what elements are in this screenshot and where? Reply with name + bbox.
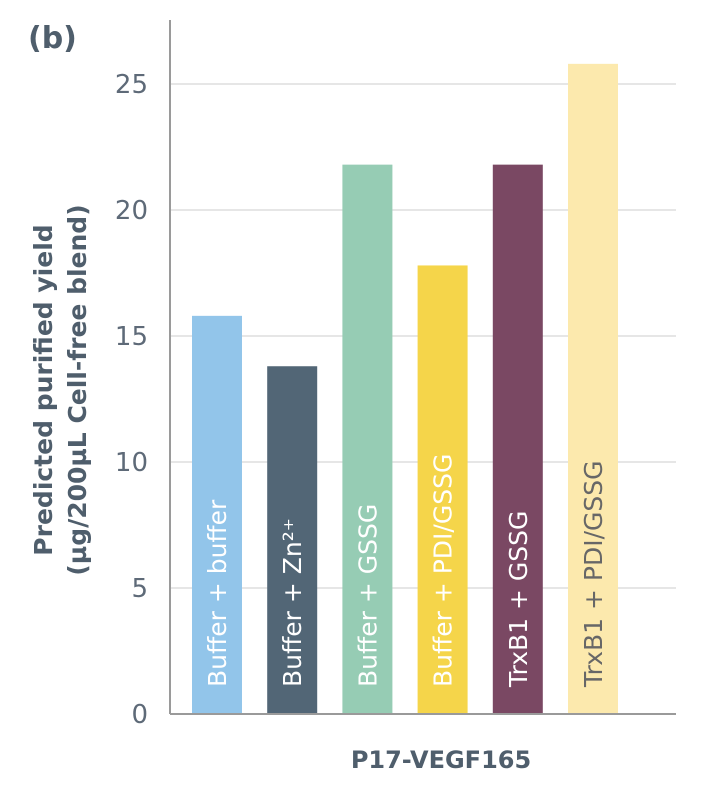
y-axis-label-line1: Predicted purified yield: [29, 224, 58, 555]
bar-6: [568, 63, 618, 714]
y-tick-label-0: 0: [131, 700, 148, 730]
y-tick-label-5: 5: [131, 574, 148, 604]
y-tick-label-20: 20: [115, 196, 148, 226]
bar-4: [417, 265, 468, 714]
bar-2: [267, 366, 318, 714]
panel-label: (b): [28, 21, 77, 56]
x-axis-label: P17-VEGF165: [351, 746, 531, 774]
y-axis-label-line2: (µg/200µL Cell-free blend): [63, 204, 92, 575]
bar-label-2: Buffer + Zn²⁺: [278, 518, 307, 687]
bar-label-6: TrxB1 + PDI/GSSG: [579, 460, 608, 688]
bar-labels: Buffer + buffer Buffer + Zn²⁺ Buffer + GSS…: [203, 454, 608, 688]
bar-label-4: Buffer + PDI/GSSG: [429, 454, 458, 687]
bar-1: [192, 315, 242, 714]
bar-3: [342, 164, 393, 714]
y-tick-labels: 0 5 10 15 20 25: [115, 70, 148, 730]
bar-label-1: Buffer + buffer: [203, 499, 232, 687]
bar-label-5: TrxB1 + GSSG: [504, 511, 533, 688]
bars: [192, 63, 618, 714]
y-tick-label-15: 15: [115, 322, 148, 352]
y-tick-label-10: 10: [115, 448, 148, 478]
bar-label-3: Buffer + GSSG: [353, 504, 382, 687]
y-tick-label-25: 25: [115, 70, 148, 100]
bar-5: [492, 164, 543, 714]
axes: [169, 20, 676, 715]
